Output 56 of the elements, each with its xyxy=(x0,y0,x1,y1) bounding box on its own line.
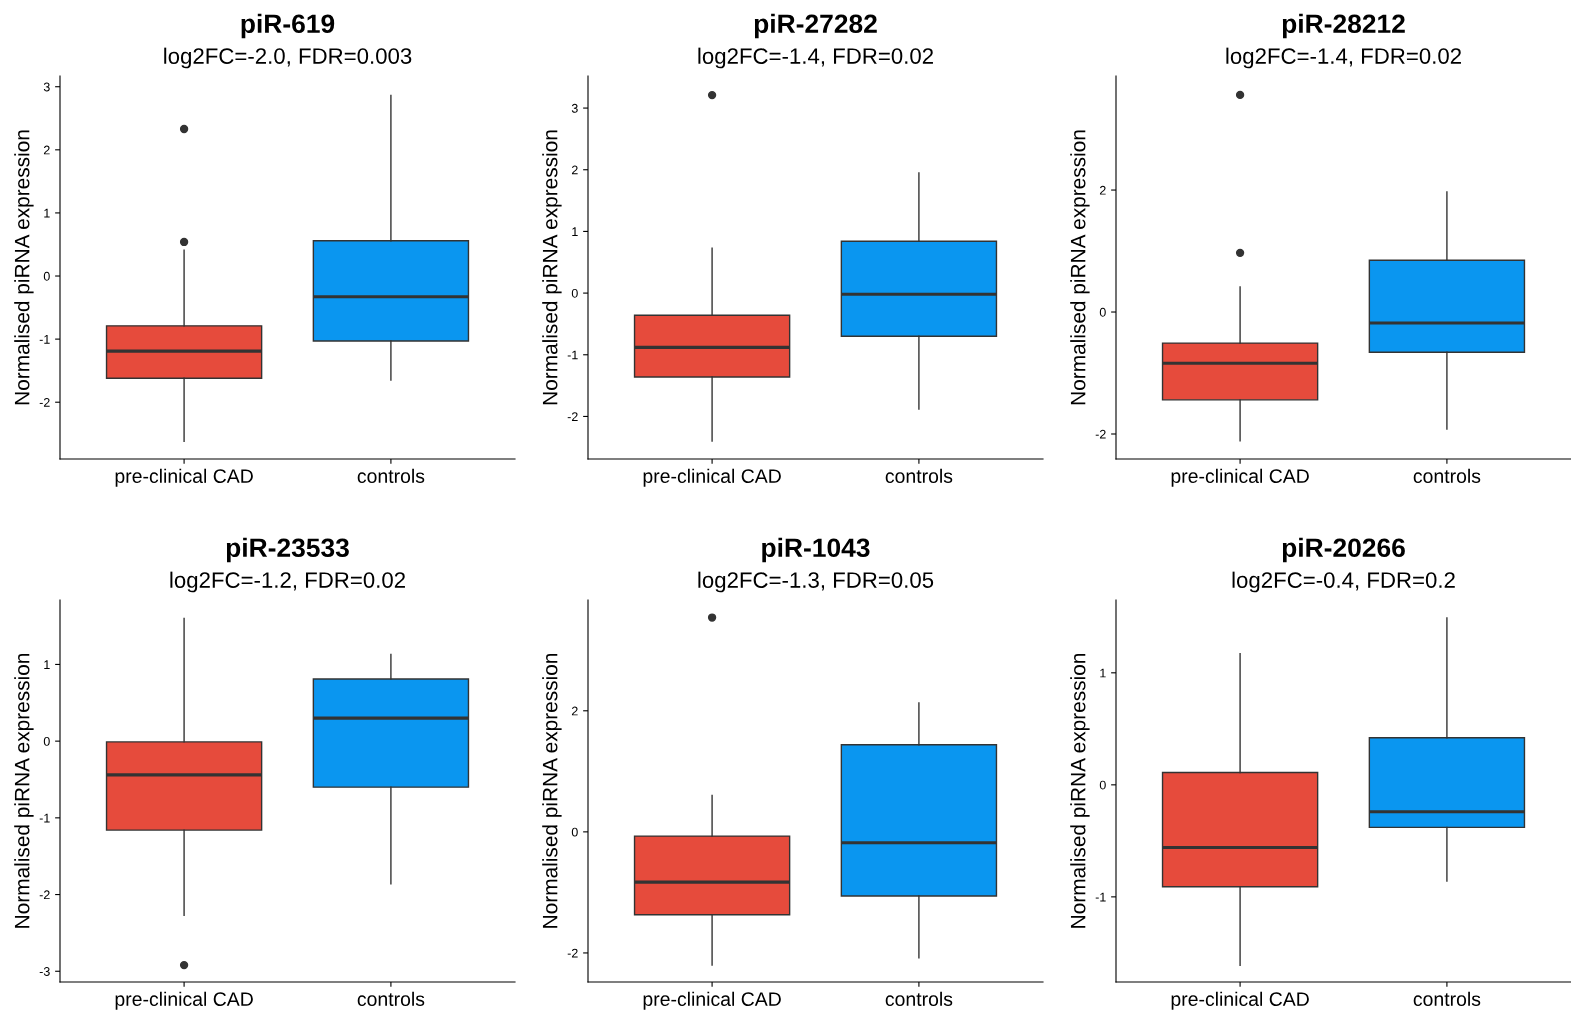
x-tick-label: pre-clinical CAD xyxy=(1171,991,1309,1010)
chart-title: piR-28212 xyxy=(1282,13,1405,39)
y-tick-label: -1 xyxy=(1095,892,1106,902)
x-tick-label: controls xyxy=(885,991,953,1006)
y-tick-label: -1 xyxy=(567,350,578,360)
y-tick-label: 3 xyxy=(43,82,50,92)
y-tick-label: -2 xyxy=(39,398,50,407)
y-tick-label: 2 xyxy=(571,706,578,716)
x-tick-label: controls xyxy=(1413,468,1481,483)
y-tick-label: 1 xyxy=(44,208,50,218)
y-tick-label: 1 xyxy=(572,227,578,236)
x-tick-label: pre-clinical CAD xyxy=(643,468,781,487)
y-tick-label: 1 xyxy=(1100,668,1106,678)
y-tick-label: 0 xyxy=(1099,780,1106,790)
y-tick-label: 2 xyxy=(1099,185,1106,195)
chart-title: piR-20266 xyxy=(1282,537,1405,563)
y-tick-label: 0 xyxy=(571,288,578,298)
y-axis-title: Normalised piRNA expression xyxy=(14,653,34,928)
chart-subtitle: log2FC=-1.2, FDR=0.02 xyxy=(170,571,405,593)
chart-title: piR-619 xyxy=(241,13,335,39)
y-tick-label: -2 xyxy=(39,890,50,900)
y-tick-label: 0 xyxy=(571,827,578,837)
y-axis-title: Normalised piRNA expression xyxy=(542,130,562,405)
x-tick-label: controls xyxy=(1413,991,1481,1006)
y-tick-label: 1 xyxy=(44,660,50,669)
y-tick-label: -2 xyxy=(567,412,578,421)
x-tick-label: controls xyxy=(885,468,953,483)
y-axis-title: Normalised piRNA expression xyxy=(1070,130,1090,405)
chart-subtitle: log2FC=-1.4, FDR=0.02 xyxy=(1226,47,1461,69)
chart-subtitle: log2FC=-2.0, FDR=0.003 xyxy=(164,47,412,69)
y-tick-label: -1 xyxy=(39,813,50,823)
chart-subtitle: log2FC=-1.4, FDR=0.02 xyxy=(698,47,933,69)
chart-title: piR-1043 xyxy=(762,537,870,563)
y-axis-title: Normalised piRNA expression xyxy=(14,130,34,405)
y-tick-label: -2 xyxy=(567,948,578,958)
y-axis-title: Normalised piRNA expression xyxy=(542,653,562,928)
chart-title: piR-27282 xyxy=(754,13,877,39)
chart-subtitle: log2FC=-1.3, FDR=0.05 xyxy=(698,571,934,593)
y-tick-label: -1 xyxy=(39,335,50,344)
y-tick-label: 2 xyxy=(571,165,578,175)
chart-subtitle: log2FC=-0.4, FDR=0.2 xyxy=(1232,571,1455,593)
y-axis-title: Normalised piRNA expression xyxy=(1070,653,1090,928)
y-tick-label: 0 xyxy=(43,736,50,746)
x-tick-label: pre-clinical CAD xyxy=(115,991,253,1010)
x-tick-label: pre-clinical CAD xyxy=(1171,468,1309,487)
y-tick-label: 2 xyxy=(43,145,50,155)
y-tick-label: -2 xyxy=(1095,429,1106,439)
y-tick-label: 3 xyxy=(571,103,578,113)
x-tick-label: pre-clinical CAD xyxy=(643,991,781,1010)
y-tick-label: 0 xyxy=(43,271,50,281)
chart-title: piR-23533 xyxy=(226,537,349,563)
x-tick-label: controls xyxy=(357,991,425,1006)
y-tick-label: -3 xyxy=(39,967,50,976)
y-tick-label: 0 xyxy=(1099,307,1106,317)
x-tick-label: controls xyxy=(357,468,425,483)
x-tick-label: pre-clinical CAD xyxy=(115,468,253,487)
